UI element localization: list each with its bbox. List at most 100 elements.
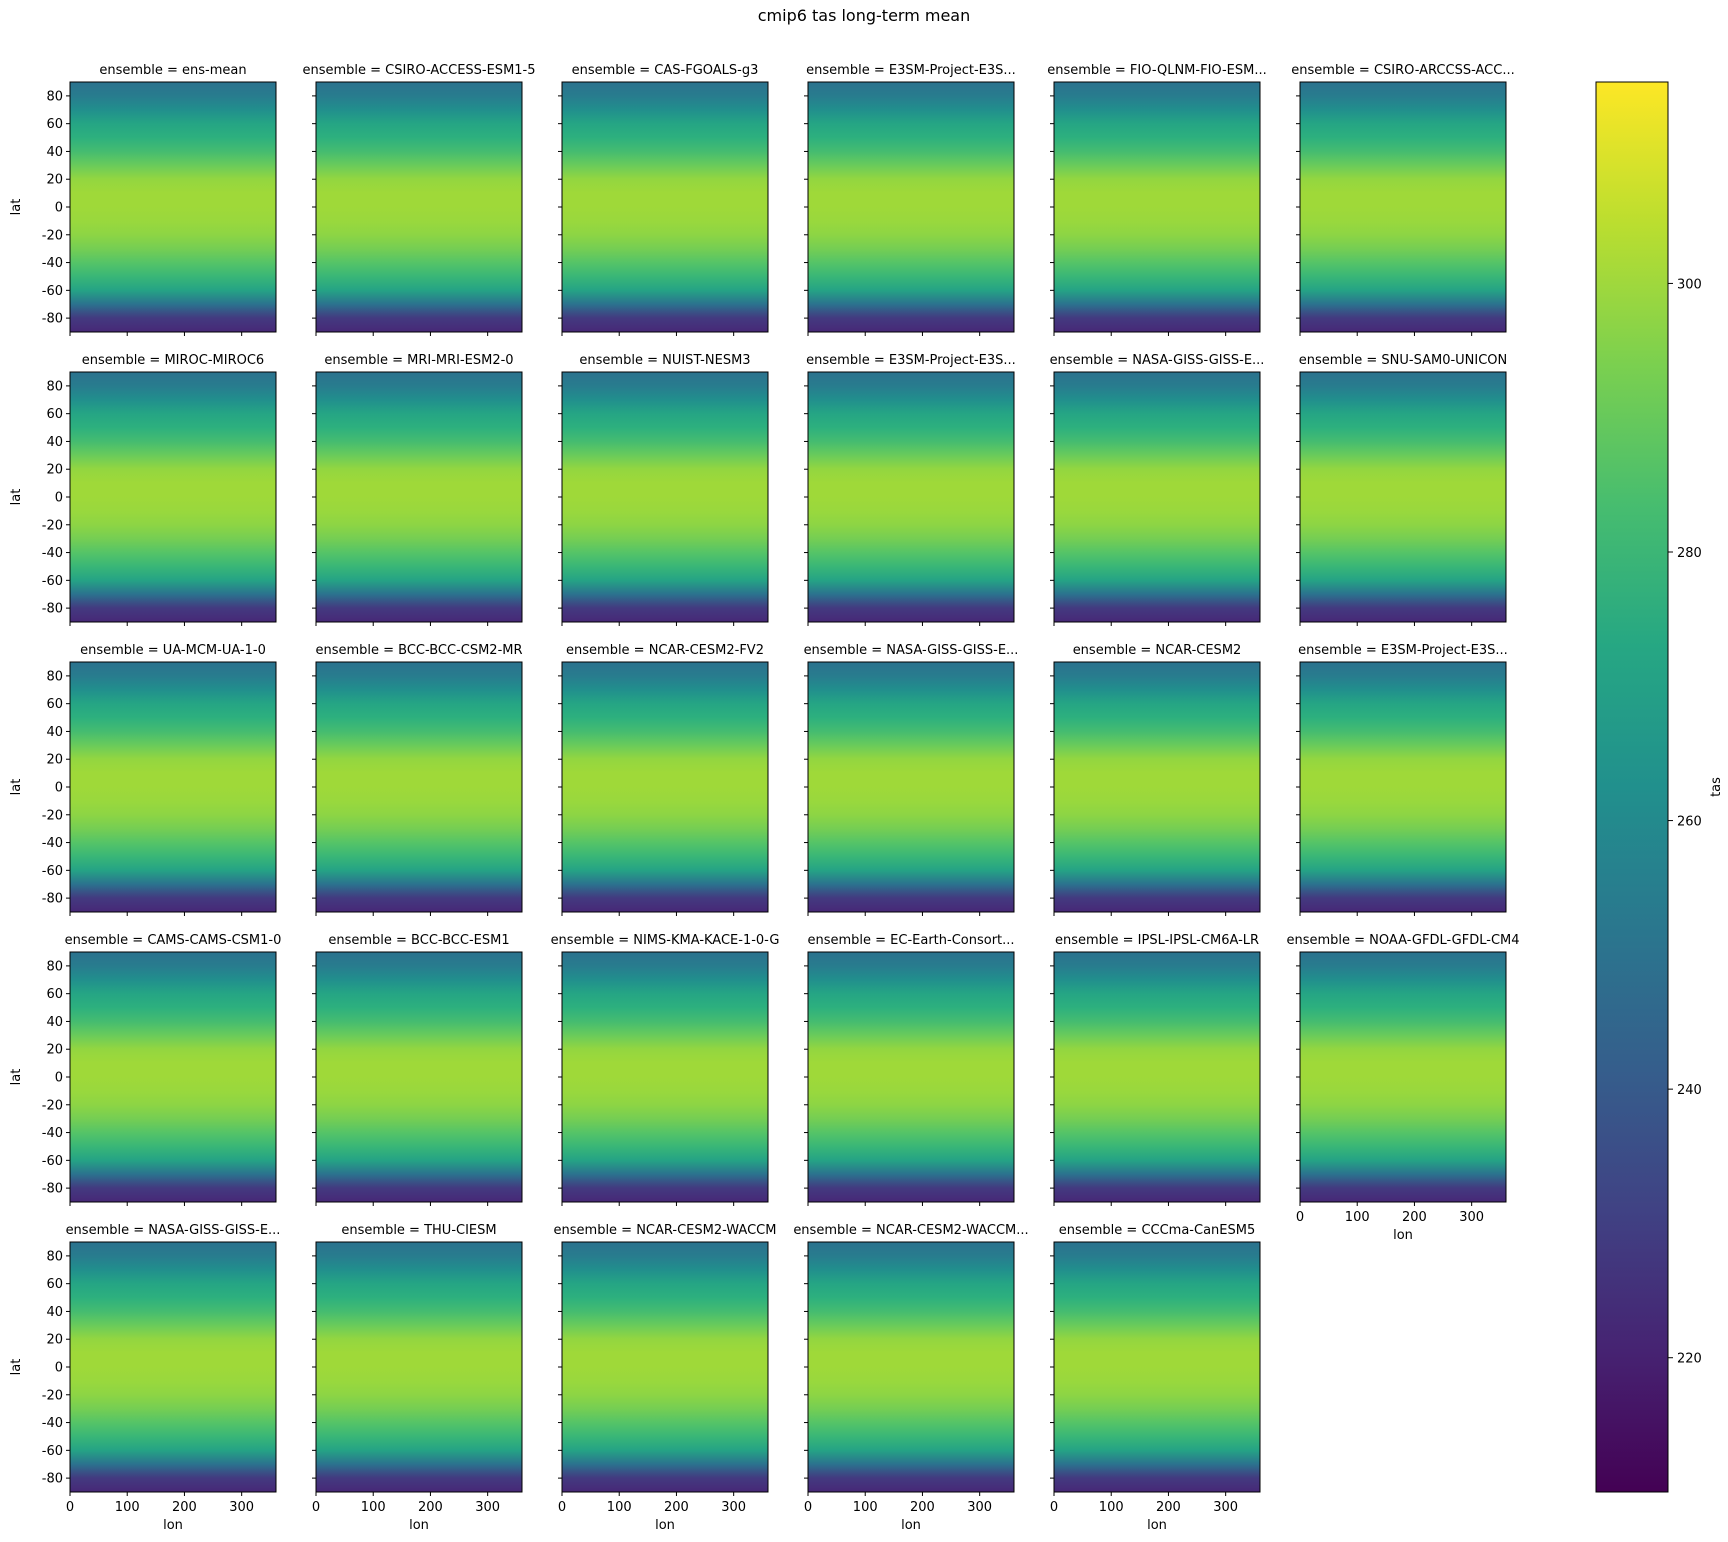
x-tick-label: 300 [475, 1500, 500, 1515]
facet-panel: ensemble = E3SM-Project-E3S... [1296, 643, 1508, 916]
x-tick-label: 100 [361, 1500, 386, 1515]
y-tick-label: -60 [42, 574, 63, 589]
tas-field [808, 1242, 1014, 1492]
y-tick-label: 0 [55, 781, 63, 796]
facet-title: ensemble = NASA-GISS-GISS-E... [66, 1223, 281, 1238]
y-tick-label: 80 [46, 959, 63, 974]
x-tick-label: 100 [853, 1500, 878, 1515]
y-axis-label: lat [9, 1069, 24, 1086]
y-tick-label: 60 [46, 697, 63, 712]
facet-panel: ensemble = CSIRO-ARCCSS-ACC... [1291, 63, 1515, 336]
x-tick-label: 100 [115, 1500, 140, 1515]
y-tick-label: -80 [42, 1472, 63, 1487]
colorbar-tick-label: 220 [1677, 1352, 1702, 1367]
facet-title: ensemble = BCC-BCC-CSM2-MR [315, 643, 522, 658]
x-axis-label: lon [1147, 1518, 1167, 1533]
tas-field [70, 372, 276, 622]
facet-title: ensemble = BCC-BCC-ESM1 [328, 933, 509, 948]
x-tick-label: 200 [418, 1500, 443, 1515]
y-tick-label: 60 [46, 117, 63, 132]
tas-field [562, 952, 768, 1202]
facet-title: ensemble = CAMS-CAMS-CSM1-0 [65, 933, 282, 948]
facet-panel: ensemble = CAMS-CAMS-CSM1-0 -80 -60 -40 -20 0… [9, 933, 281, 1206]
x-tick-label: 200 [1402, 1210, 1427, 1225]
colorbar-label: tas [1709, 777, 1724, 797]
facet-panel: ensemble = IPSL-IPSL-CM6A-LR [1050, 933, 1261, 1206]
y-tick-label: -40 [42, 256, 63, 271]
facet-panel: ensemble = ens-mean -80 -60 -40 -20 0 20 40 60 80… [9, 63, 277, 336]
tas-field [808, 82, 1014, 332]
x-tick-label: 300 [229, 1500, 254, 1515]
tas-field [1300, 82, 1506, 332]
tas-field [1300, 372, 1506, 622]
facet-title: ensemble = CAS-FGOALS-g3 [572, 63, 759, 78]
x-tick-label: 200 [910, 1500, 935, 1515]
y-axis-label: lat [9, 1359, 24, 1376]
tas-field [808, 662, 1014, 912]
y-axis-label: lat [9, 199, 24, 216]
tas-field [562, 662, 768, 912]
y-tick-label: 80 [46, 89, 63, 104]
tas-field [562, 82, 768, 332]
tas-field [70, 662, 276, 912]
facet-panel: ensemble = MIROC-MIROC6 -80 -60 -40 -20 0 20 40… [9, 353, 277, 626]
facet-title: ensemble = NCAR-CESM2-WACCM... [793, 1223, 1028, 1238]
facet-title: ensemble = NASA-GISS-GISS-E... [804, 643, 1019, 658]
facet-panel: ensemble = SNU-SAM0-UNICON [1296, 353, 1507, 626]
x-tick-label: 200 [664, 1500, 689, 1515]
x-tick-label: 0 [66, 1500, 74, 1515]
x-tick-label: 0 [1296, 1210, 1304, 1225]
tas-field [316, 952, 522, 1202]
x-axis-label: lon [655, 1518, 675, 1533]
x-tick-label: 300 [1459, 1210, 1484, 1225]
y-tick-label: 20 [46, 173, 63, 188]
y-tick-label: 20 [46, 463, 63, 478]
facet-title: ensemble = THU-CIESM [341, 1223, 496, 1238]
facet-panel: ensemble = NCAR-CESM2-WACCM... 0 100 200 300… [793, 1223, 1028, 1533]
colorbar-tick-label: 260 [1677, 815, 1702, 830]
facet-title: ensemble = MIROC-MIROC6 [82, 353, 264, 368]
y-tick-label: -20 [42, 1098, 63, 1113]
y-tick-label: -40 [42, 1416, 63, 1431]
facet-title: ensemble = E3SM-Project-E3S... [806, 63, 1016, 78]
tas-field [562, 1242, 768, 1492]
tas-field [562, 372, 768, 622]
y-tick-label: -20 [42, 1388, 63, 1403]
x-tick-label: 100 [1345, 1210, 1370, 1225]
facet-title: ensemble = NASA-GISS-GISS-E... [1050, 353, 1265, 368]
facet-title: ensemble = FIO-QLNM-FIO-ESM... [1047, 63, 1267, 78]
y-tick-label: 80 [46, 1249, 63, 1264]
facet-panel: ensemble = CAS-FGOALS-g3 [558, 63, 769, 336]
colorbar: 220 240 260 280 300 tas [1595, 81, 1724, 1493]
facet-panel: ensemble = UA-MCM-UA-1-0 -80 -60 -40 -20 0 20 4… [9, 643, 277, 916]
colorbar-tick-label: 280 [1677, 546, 1702, 561]
x-tick-label: 0 [1050, 1500, 1058, 1515]
y-tick-label: -20 [42, 228, 63, 243]
x-axis-label: lon [1393, 1228, 1413, 1243]
tas-field [1300, 952, 1506, 1202]
facet-panel: ensemble = NCAR-CESM2-FV2 [558, 643, 769, 916]
x-tick-label: 300 [967, 1500, 992, 1515]
y-tick-label: -80 [42, 312, 63, 327]
tas-field [1054, 952, 1260, 1202]
y-tick-label: -80 [42, 602, 63, 617]
tas-field [316, 662, 522, 912]
tas-field [70, 1242, 276, 1492]
facet-panel: ensemble = NIMS-KMA-KACE-1-0-G [551, 933, 779, 1206]
colorbar-tick-label: 240 [1677, 1083, 1702, 1098]
facet-title: ensemble = E3SM-Project-E3S... [806, 353, 1016, 368]
y-tick-label: 40 [46, 1305, 63, 1320]
facet-title: ensemble = NCAR-CESM2-FV2 [566, 643, 764, 658]
y-axis-label: lat [9, 779, 24, 796]
y-tick-label: 0 [55, 1071, 63, 1086]
facet-title: ensemble = IPSL-IPSL-CM6A-LR [1055, 933, 1259, 948]
x-tick-label: 100 [1099, 1500, 1124, 1515]
colorbar-fill [1596, 82, 1668, 1492]
y-tick-label: 40 [46, 145, 63, 160]
facet-panel: ensemble = NASA-GISS-GISS-E... -80 -60 -40 -… [9, 1223, 280, 1533]
tas-field [316, 1242, 522, 1492]
facet-panel: ensemble = NASA-GISS-GISS-E... [1050, 353, 1265, 626]
y-tick-label: -80 [42, 1182, 63, 1197]
